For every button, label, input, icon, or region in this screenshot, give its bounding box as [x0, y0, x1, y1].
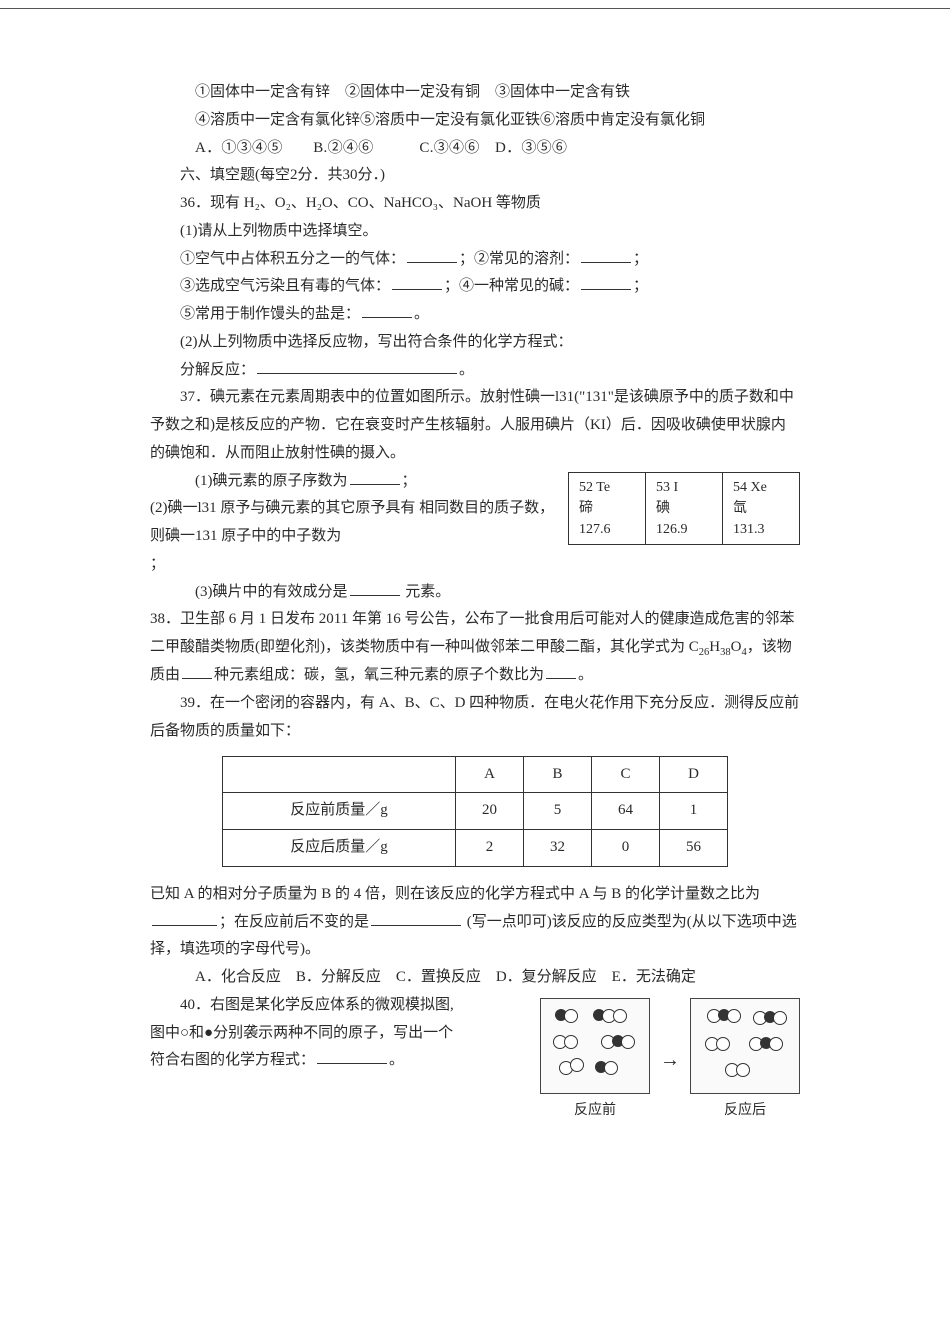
- q39-stem: 39．在一个密闭的容器内，有 A、B、C、D 四种物质．在电火花作用下充分反应．…: [150, 690, 800, 746]
- cell-num: 53 I: [656, 477, 712, 498]
- cell: 2: [456, 830, 524, 867]
- q38-tail: 。: [578, 667, 593, 683]
- q39-after-a: 已知 A 的相对分子质量为 B 的 4 倍，则在该反应的化学方程式中 A 与 B…: [150, 886, 760, 902]
- q40-l3-text: 符合右图的化学方程式：: [150, 1052, 315, 1068]
- q36-line2: ③选成空气污染且有毒的气体：；④一种常见的碱：；: [150, 273, 800, 301]
- blank[interactable]: [546, 663, 576, 680]
- cell-name: 氙: [733, 498, 789, 519]
- q35-choices: A．①③④⑤ B.②④⑥ C.③④⑥ D．③⑤⑥: [150, 135, 800, 163]
- table-row: 反应后质量／g 2 32 0 56: [223, 830, 728, 867]
- periodic-cell-te: 52 Te 碲 127.6: [569, 473, 646, 544]
- q36-l3a: ⑤常用于制作馒头的盐是：: [180, 306, 360, 322]
- q39-h4: D: [660, 756, 728, 793]
- q36-line1: ①空气中占体积五分之一的气体：；②常见的溶剂：；: [150, 246, 800, 274]
- q36-p3: 分解反应：。: [150, 357, 800, 385]
- q36-p1: (1)请从上列物质中选择填空。: [150, 218, 800, 246]
- periodic-cell-xe: 54 Xe 氙 131.3: [723, 473, 799, 544]
- q38-t3: 种元素组成：碳，氢，氧三种元素的原子个数比为: [214, 667, 544, 683]
- q36-l1a: ①空气中占体积五分之一的气体：: [180, 251, 405, 267]
- q39-r1-label: 反应前质量／g: [223, 793, 456, 830]
- q39-after: 已知 A 的相对分子质量为 B 的 4 倍，则在该反应的化学方程式中 A 与 B…: [150, 881, 800, 964]
- blank[interactable]: [257, 357, 457, 374]
- q36-stem: 36．现有 H₂、O₂、H₂O、CO、NaHCO₃、NaOH 等物质: [150, 190, 800, 218]
- q40-block: 反应前 → 反应后 40．右图是某化学反应体系的微观模拟图, 图中○和●分别袭示…: [150, 992, 800, 1124]
- q36-l2a: ③选成空气污染且有毒的气体：: [180, 278, 390, 294]
- q37-stem: 37．碘元素在元素周期表中的位置如图所示。放射性碘一l31("131"是该碘原予…: [150, 384, 800, 467]
- q37-block: 37．碘元素在元素周期表中的位置如图所示。放射性碘一l31("131"是该碘原予…: [150, 384, 800, 606]
- q37-p1-text: (1)碘元素的原子序数为: [195, 473, 348, 489]
- arrow-icon: →: [660, 1042, 680, 1079]
- cell-num: 54 Xe: [733, 477, 789, 498]
- cell-mass: 131.3: [733, 519, 789, 540]
- q37-p2-a: (2)碘一l31 原予与碘元素的其它原予具有: [150, 500, 415, 516]
- q39-h1: A: [456, 756, 524, 793]
- cell-mass: 126.9: [656, 519, 712, 540]
- q37-p3-text: (3)碘片中的有效成分是: [195, 584, 348, 600]
- q38: 38．卫生部 6 月 1 日发布 2011 年第 16 号公告，公布了一批食用后…: [150, 606, 800, 690]
- blank[interactable]: [371, 909, 461, 926]
- cell-name: 碘: [656, 498, 712, 519]
- blank[interactable]: [152, 909, 217, 926]
- table-row: 反应前质量／g 20 5 64 1: [223, 793, 728, 830]
- q39-options: A．化合反应 B．分解反应 C．置换反应 D．复分解反应 E．无法确定: [150, 964, 800, 992]
- q38-sub: 26: [699, 647, 710, 658]
- cell: 64: [592, 793, 660, 830]
- q39-after-b: ；在反应前后不变的是: [219, 914, 369, 930]
- cell: 5: [524, 793, 592, 830]
- q39-r2-label: 反应后质量／g: [223, 830, 456, 867]
- q36-p3-label: 分解反应：: [180, 362, 255, 378]
- cell-mass: 127.6: [579, 519, 635, 540]
- q39-h2: B: [524, 756, 592, 793]
- q35-options-1: ①固体中一定含有锌 ②固体中一定没有铜 ③固体中一定含有铁: [150, 79, 800, 107]
- periodic-cell-i: 53 I 碘 126.9: [646, 473, 723, 544]
- blank[interactable]: [581, 246, 631, 263]
- q38-t: O: [731, 639, 742, 655]
- cell: 20: [456, 793, 524, 830]
- cell-name: 碲: [579, 498, 635, 519]
- section-6-title: 六、填空题(每空2分．共30分．): [150, 162, 800, 190]
- blank[interactable]: [350, 468, 400, 485]
- q36-line3: ⑤常用于制作馒头的盐是：。: [150, 301, 800, 329]
- cell: 56: [660, 830, 728, 867]
- q35-options-2: ④溶质中一定含有氯化锌⑤溶质中一定没有氯化亚铁⑥溶质中肯定没有氯化铜: [150, 107, 800, 135]
- figure-after: [690, 998, 800, 1094]
- cell: 32: [524, 830, 592, 867]
- q38-t: H: [709, 639, 720, 655]
- periodic-table-excerpt: 52 Te 碲 127.6 53 I 碘 126.9 54 Xe 氙 131.3: [568, 472, 800, 545]
- cell-num: 52 Te: [579, 477, 635, 498]
- caption-after: 反应后: [690, 1098, 800, 1124]
- q38-sub: 38: [720, 647, 731, 658]
- q39-h3: C: [592, 756, 660, 793]
- q39-table: A B C D 反应前质量／g 20 5 64 1 反应后质量／g 2 32 0…: [222, 756, 728, 867]
- figure-before: [540, 998, 650, 1094]
- caption-before: 反应前: [540, 1098, 650, 1124]
- reaction-figure: 反应前 → 反应后: [540, 998, 800, 1124]
- q36-p2: (2)从上列物质中选择反应物，写出符合条件的化学方程式：: [150, 329, 800, 357]
- q36-l2b: ；④一种常见的碱：: [444, 278, 579, 294]
- q36-l1b: ；②常见的溶剂：: [459, 251, 579, 267]
- q39-h0: [223, 756, 456, 793]
- cell: 1: [660, 793, 728, 830]
- table-row: A B C D: [223, 756, 728, 793]
- blank[interactable]: [317, 1048, 387, 1065]
- q37-p3-tail: 元素。: [402, 584, 451, 600]
- blank[interactable]: [182, 663, 212, 680]
- blank[interactable]: [350, 579, 400, 596]
- blank[interactable]: [581, 274, 631, 291]
- blank[interactable]: [407, 246, 457, 263]
- blank[interactable]: [362, 301, 412, 318]
- cell: 0: [592, 830, 660, 867]
- q37-p3: (3)碘片中的有效成分是 元素。: [150, 579, 800, 607]
- blank[interactable]: [392, 274, 442, 291]
